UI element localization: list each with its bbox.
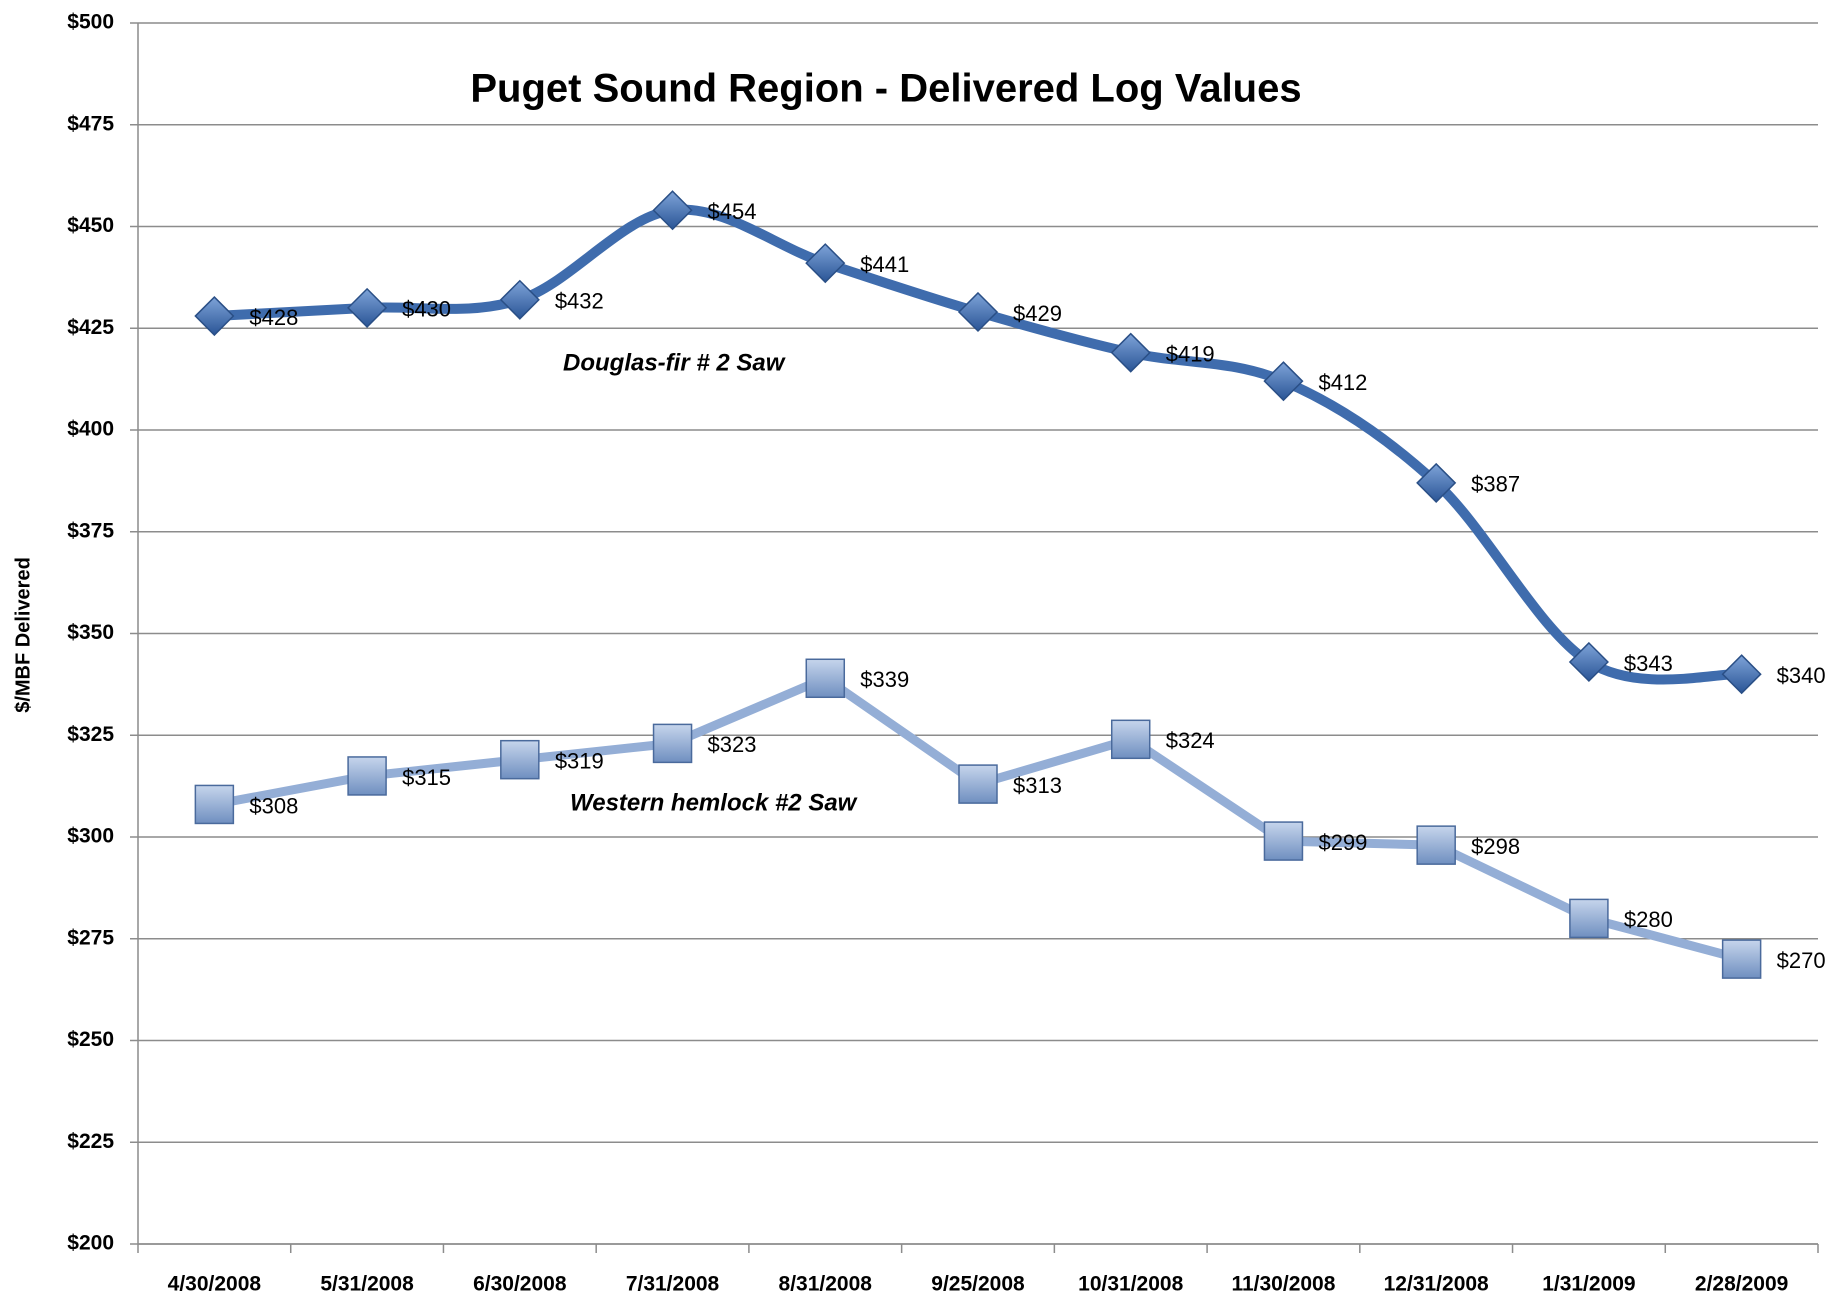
x-tick-label: 8/31/2008	[779, 1273, 873, 1296]
data-label: $387	[1471, 472, 1520, 497]
y-tick-label: $500	[67, 11, 114, 34]
data-label: $313	[1013, 773, 1062, 798]
data-label: $429	[1013, 301, 1062, 326]
x-tick-label: 2/28/2009	[1695, 1273, 1788, 1296]
marker	[1721, 654, 1762, 695]
data-label: $324	[1166, 728, 1215, 753]
x-tick-label: 7/31/2008	[626, 1273, 720, 1296]
x-tick-label: 1/31/2009	[1542, 1273, 1635, 1296]
marker	[1263, 361, 1304, 402]
marker	[194, 295, 235, 337]
data-label: $454	[708, 199, 757, 224]
y-tick-label: $275	[67, 926, 114, 949]
marker	[1568, 641, 1609, 683]
y-axis-label: $/MBF Delivered	[12, 557, 34, 713]
data-label: $340	[1777, 663, 1826, 688]
y-tick-label: $375	[67, 519, 114, 542]
data-label: $412	[1318, 370, 1367, 395]
marker	[1569, 898, 1609, 939]
data-label: $419	[1166, 341, 1215, 366]
y-tick-label: $200	[67, 1232, 114, 1255]
series-label: Western hemlock #2 Saw	[570, 789, 858, 816]
marker	[958, 764, 998, 804]
data-label: $339	[860, 667, 909, 692]
data-label: $319	[555, 748, 604, 773]
data-label: $430	[402, 297, 451, 322]
marker	[347, 756, 387, 796]
marker	[1416, 825, 1456, 865]
data-label: $298	[1471, 834, 1520, 859]
y-tick-label: $300	[67, 825, 114, 848]
marker	[957, 291, 999, 333]
data-label: $432	[555, 289, 604, 314]
y-tick-label: $450	[67, 214, 114, 237]
marker	[194, 784, 235, 825]
y-tick-label: $400	[67, 418, 114, 441]
y-tick-label: $225	[67, 1130, 114, 1153]
y-tick-label: $475	[67, 112, 114, 135]
marker	[500, 739, 540, 780]
x-tick-label: 5/31/2008	[320, 1273, 414, 1296]
x-tick-label: 11/30/2008	[1231, 1273, 1335, 1296]
x-tick-label: 6/30/2008	[473, 1273, 567, 1296]
y-tick-label: $250	[67, 1028, 114, 1051]
marker	[805, 658, 846, 699]
marker	[1263, 821, 1304, 861]
series-label: Douglas-fir # 2 Saw	[563, 349, 786, 376]
data-label: $280	[1624, 907, 1673, 932]
marker	[1110, 719, 1151, 760]
y-tick-label: $425	[67, 316, 114, 339]
data-label: $299	[1318, 830, 1367, 855]
marker	[652, 190, 693, 231]
data-label: $315	[402, 765, 451, 790]
marker	[805, 243, 846, 284]
chart-title: Puget Sound Region - Delivered Log Value…	[470, 67, 1301, 111]
marker	[347, 287, 388, 328]
data-label: $270	[1777, 948, 1826, 973]
data-label: $441	[860, 252, 909, 277]
marker	[1721, 939, 1762, 979]
marker	[652, 723, 693, 764]
y-tick-label: $350	[67, 621, 114, 644]
x-tick-label: 9/25/2008	[931, 1273, 1025, 1296]
x-tick-label: 10/31/2008	[1078, 1273, 1183, 1296]
data-label: $323	[708, 732, 757, 757]
y-tick-label: $325	[67, 723, 114, 746]
data-label: $343	[1624, 651, 1673, 676]
data-label: $308	[249, 793, 298, 818]
x-tick-label: 4/30/2008	[168, 1273, 262, 1296]
x-tick-label: 12/31/2008	[1384, 1273, 1489, 1296]
marker	[1416, 462, 1457, 503]
marker	[1110, 332, 1151, 373]
data-label: $428	[249, 305, 298, 330]
marker	[499, 279, 540, 320]
